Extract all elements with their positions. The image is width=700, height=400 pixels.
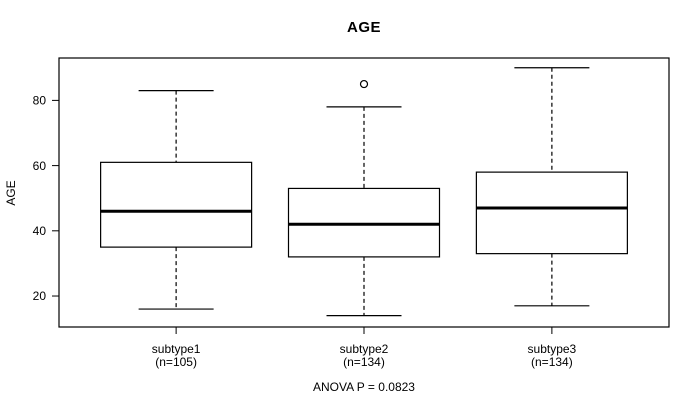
boxplot-subtype1-box <box>100 161 253 248</box>
x-group-label: subtype3 <box>528 342 577 356</box>
x-group-sublabel: (n=105) <box>155 355 197 369</box>
x-group-label: subtype1 <box>152 342 201 356</box>
y-tick-label: 60 <box>33 159 47 173</box>
boxplot-subtype3-box <box>475 171 628 255</box>
anova-note: ANOVA P = 0.0823 <box>313 380 415 394</box>
x-group-sublabel: (n=134) <box>531 355 573 369</box>
y-tick-label: 40 <box>33 224 47 238</box>
y-tick-label: 20 <box>33 289 47 303</box>
boxplot-subtype2-outlier-point <box>359 79 369 89</box>
x-group-sublabel: (n=134) <box>343 355 385 369</box>
y-axis-label: AGE <box>4 180 18 205</box>
x-group-label: subtype2 <box>340 342 389 356</box>
y-tick-label: 80 <box>33 94 47 108</box>
boxplot-subtype2-box <box>287 187 441 258</box>
chart-title: AGE <box>346 19 381 36</box>
